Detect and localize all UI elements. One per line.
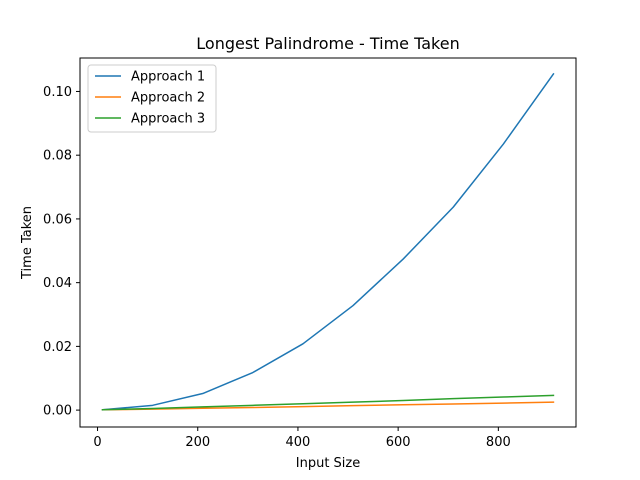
x-tick-label: 0 [93, 435, 101, 450]
y-tick-label: 0.02 [43, 340, 72, 355]
chart-title: Longest Palindrome - Time Taken [196, 34, 459, 53]
x-tick-label: 800 [486, 435, 511, 450]
series-line-approach-3 [101, 394, 555, 411]
y-tick-label: 0.08 [43, 149, 72, 164]
legend-label-approach-1: Approach 1 [131, 70, 205, 85]
y-tick-label: 0.06 [43, 212, 72, 227]
x-tick-label: 200 [185, 435, 210, 450]
x-tick-label: 600 [386, 435, 411, 450]
legend-label-approach-2: Approach 2 [131, 91, 205, 106]
x-axis-label: Input Size [296, 456, 360, 471]
y-tick-label: 0.10 [43, 85, 72, 100]
y-axis: 0.00 0.02 0.04 0.06 0.08 0.10 [43, 85, 80, 419]
legend-box [87, 64, 217, 133]
y-tick-label: 0.00 [43, 404, 72, 419]
legend: Approach 1 Approach 2 Approach 3 [87, 64, 217, 133]
y-axis-label: Time Taken [20, 206, 35, 280]
plot-area [101, 72, 555, 411]
axes-frame [79, 57, 577, 428]
series-line-approach-2 [101, 401, 555, 411]
x-axis: 0 200 400 600 800 [93, 427, 511, 450]
series-line-approach-1 [101, 72, 555, 411]
x-tick-label: 400 [286, 435, 311, 450]
y-tick-label: 0.04 [43, 276, 72, 291]
legend-label-approach-3: Approach 3 [131, 112, 205, 127]
